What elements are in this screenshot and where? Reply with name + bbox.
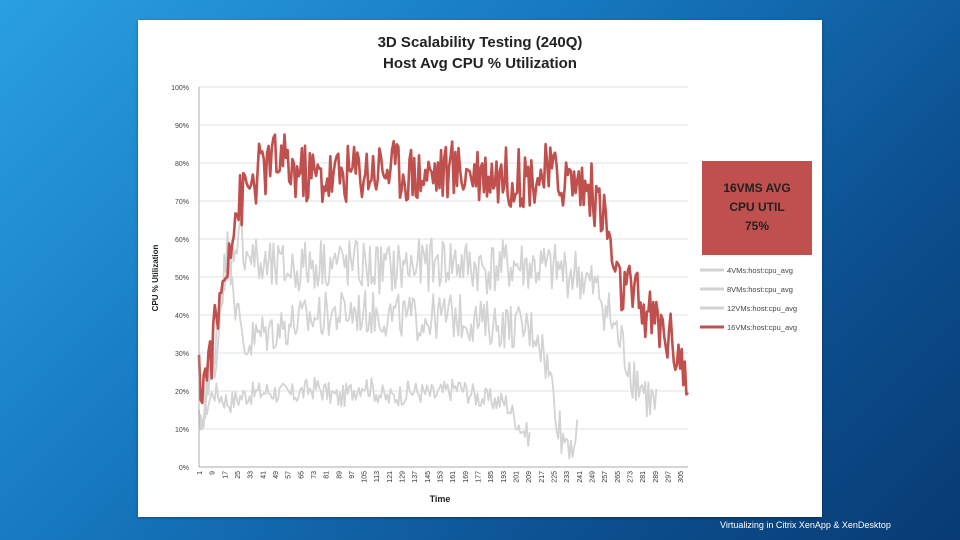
x-tick-label: 121 xyxy=(387,471,394,483)
y-tick-label: 10% xyxy=(175,427,189,434)
x-tick-label: 289 xyxy=(653,471,660,483)
y-tick-label: 70% xyxy=(175,199,189,206)
x-tick-label: 257 xyxy=(602,471,609,483)
x-tick-label: 57 xyxy=(286,471,293,479)
x-tick-label: 65 xyxy=(298,471,305,479)
legend-label: 4VMs:host:cpu_avg xyxy=(727,266,793,275)
y-axis-title: CPU % Utilization xyxy=(151,245,160,312)
y-tick-label: 60% xyxy=(175,237,189,244)
chart-title: 3D Scalability Testing (240Q) xyxy=(378,34,583,51)
y-tick-label: 80% xyxy=(175,161,189,168)
x-tick-label: 209 xyxy=(526,471,533,483)
x-tick-label: 193 xyxy=(501,471,508,483)
legend-label: 16VMs:host:cpu_avg xyxy=(727,323,797,332)
y-tick-label: 40% xyxy=(175,313,189,320)
x-tick-label: 1 xyxy=(197,471,204,475)
avg-callout-line-1: 16VMS AVG xyxy=(723,181,790,195)
x-tick-label: 137 xyxy=(412,471,419,483)
y-tick-label: 0% xyxy=(179,465,189,472)
avg-callout-line-2: CPU UTIL xyxy=(729,200,784,214)
series-line-1 xyxy=(199,378,530,447)
x-tick-label: 41 xyxy=(260,471,267,479)
x-tick-label: 177 xyxy=(476,471,483,483)
x-tick-label: 169 xyxy=(463,471,470,483)
x-tick-label: 273 xyxy=(627,471,634,483)
x-tick-label: 17 xyxy=(222,471,229,479)
legend-label: 8VMs:host:cpu_avg xyxy=(727,285,793,294)
x-tick-label: 81 xyxy=(324,471,331,479)
x-tick-label: 265 xyxy=(615,471,622,483)
y-tick-label: 90% xyxy=(175,123,189,130)
x-tick-label: 89 xyxy=(336,471,343,479)
x-tick-label: 305 xyxy=(678,471,685,483)
x-tick-label: 105 xyxy=(362,471,369,483)
x-tick-label: 297 xyxy=(665,471,672,483)
y-tick-label: 20% xyxy=(175,389,189,396)
x-tick-label: 153 xyxy=(438,471,445,483)
y-tick-label: 30% xyxy=(175,351,189,358)
chart-frame: 3D Scalability Testing (240Q) Host Avg C… xyxy=(138,20,822,517)
x-tick-label: 185 xyxy=(488,471,495,483)
legend: 4VMs:host:cpu_avg 8VMs:host:cpu_avg 12VMs:… xyxy=(700,266,797,332)
x-tick-label: 233 xyxy=(564,471,571,483)
x-tick-label: 129 xyxy=(400,471,407,483)
x-tick-label: 225 xyxy=(551,471,558,483)
x-tick-label: 73 xyxy=(311,471,318,479)
x-axis-title: Time xyxy=(430,494,451,504)
x-tick-label: 145 xyxy=(425,471,432,483)
x-tick-label: 113 xyxy=(374,471,381,482)
x-tick-label: 33 xyxy=(248,471,255,479)
chart-subtitle: Host Avg CPU % Utilization xyxy=(383,55,577,72)
x-tick-label: 241 xyxy=(577,471,584,483)
x-tick-label: 9 xyxy=(210,471,217,475)
cpu-utilization-chart: 3D Scalability Testing (240Q) Host Avg C… xyxy=(138,20,822,517)
y-tick-label: 100% xyxy=(171,85,189,92)
avg-callout: 16VMS AVG CPU UTIL 75% xyxy=(702,161,812,255)
x-tick-label: 49 xyxy=(273,471,280,479)
avg-callout-line-3: 75% xyxy=(745,219,769,233)
x-tick-label: 249 xyxy=(589,471,596,483)
x-tick-label: 97 xyxy=(349,471,356,479)
x-tick-label: 217 xyxy=(539,471,546,483)
legend-label: 12VMs:host:cpu_avg xyxy=(727,304,797,313)
series-lines xyxy=(199,135,688,459)
x-tick-label: 201 xyxy=(514,471,521,483)
x-tick-label: 25 xyxy=(235,471,242,479)
footer-caption: Virtualizing in Citrix XenApp & XenDeskt… xyxy=(720,520,891,530)
x-tick-label: 281 xyxy=(640,471,647,483)
y-tick-label: 50% xyxy=(175,275,189,282)
x-tick-label: 161 xyxy=(450,471,457,483)
